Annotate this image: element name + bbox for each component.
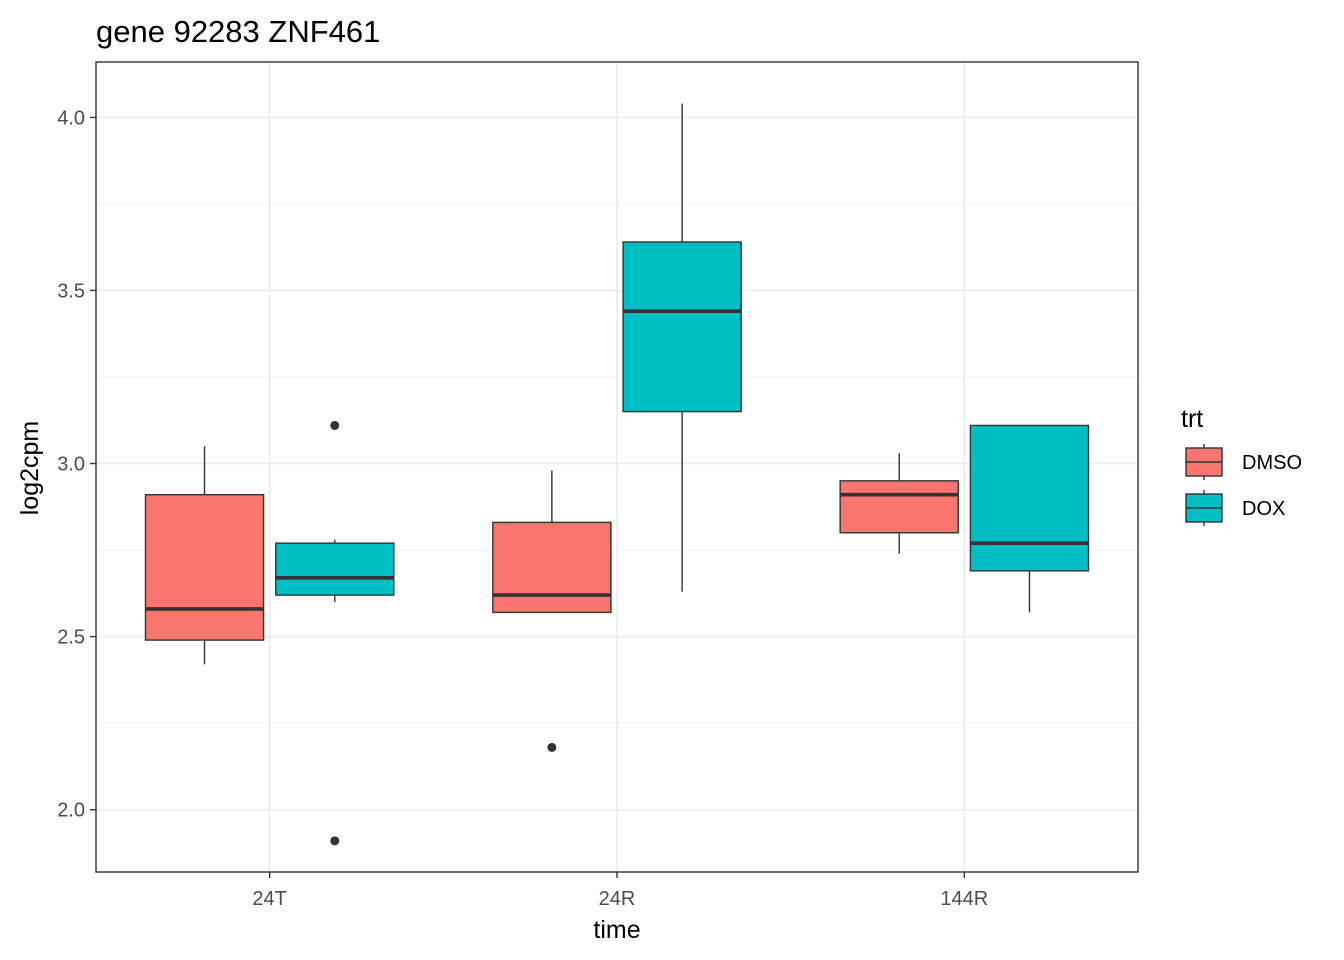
grid-major [96, 62, 1138, 872]
legend-label-dox: DOX [1242, 498, 1285, 520]
y-axis-title: log2cpm [16, 421, 44, 516]
x-axis-title: time [593, 916, 640, 944]
legend-title: trt [1181, 405, 1203, 433]
outlier-point [330, 836, 340, 846]
box-dox-144r [969, 424, 1090, 613]
y-tick-label: 2.5 [57, 627, 85, 649]
x-tick-label: 24T [252, 888, 286, 910]
y-tick-label: 3.5 [57, 280, 85, 302]
box-dmso-144r [839, 453, 959, 554]
box-iqr [275, 542, 395, 596]
outlier-point [547, 742, 557, 752]
box-iqr [144, 493, 265, 641]
x-tick-label: 144R [940, 888, 988, 910]
legend: trt DMSO DOX [1181, 405, 1302, 526]
box-iqr [492, 521, 612, 614]
box-dmso-24t [144, 446, 265, 665]
y-tick-label: 2.0 [57, 800, 85, 822]
box-dox-24t [275, 420, 395, 846]
legend-key-dox [1185, 490, 1223, 526]
box-iqr [839, 480, 959, 534]
y-tick-label: 4.0 [57, 107, 85, 129]
legend-key-dmso [1185, 444, 1223, 480]
outlier-point [330, 420, 340, 430]
x-axis: 24T 24R 144R [252, 872, 988, 910]
box-dmso-24r [492, 470, 612, 752]
box-dox-24r [622, 103, 742, 592]
chart-title: gene 92283 ZNF461 [96, 14, 380, 49]
boxes [144, 103, 1090, 846]
y-tick-label: 3.0 [57, 454, 85, 476]
box-iqr [969, 424, 1090, 572]
legend-label-dmso: DMSO [1242, 452, 1302, 474]
y-axis: 2.0 2.5 3.0 3.5 4.0 [57, 107, 96, 822]
box-iqr [622, 241, 742, 413]
x-tick-label: 24R [599, 888, 636, 910]
